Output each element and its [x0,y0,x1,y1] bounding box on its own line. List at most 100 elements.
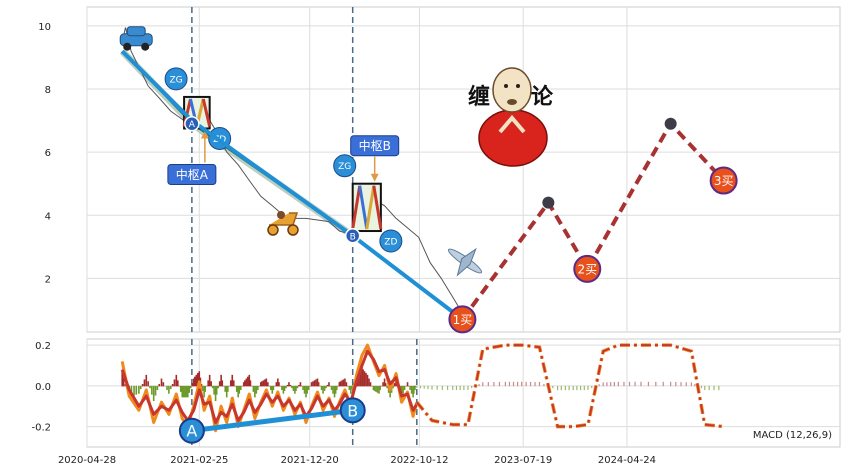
macd-histogram-bar [251,386,253,387]
macd-histogram-bar [186,386,188,398]
macd-histogram-bar [311,382,313,386]
macd-histogram-bar [321,386,323,390]
macd-histogram-bar [191,383,193,386]
macd-histogram-bar [172,384,174,386]
macd-histogram-bar [239,386,241,394]
macd-forecast-histogram-bar [580,386,581,390]
macd-forecast-histogram-bar [701,386,702,388]
x-tick-label: 2024-04-24 [598,455,656,466]
price-y-tick-label: 10 [38,22,51,33]
macd-histogram-bar [233,380,235,386]
macd-forecast-histogram-bar [442,386,443,390]
macd-histogram-bar [341,380,343,386]
macd-histogram-bar [297,386,299,388]
scooter-rider [277,211,285,219]
macd-histogram-bar [288,382,290,386]
macd-histogram-bar [347,386,349,387]
macd-forecast-histogram-bar [530,382,531,386]
macd-histogram-bar [402,386,404,394]
macd-histogram-bar [301,386,303,387]
macd-histogram-bar [287,385,289,386]
macd-histogram-bar [306,386,308,394]
macd-y-tick-label: -0.2 [31,423,51,434]
logo-nose [507,99,517,105]
macd-histogram-bar [246,379,248,387]
macd-y-tick-label: 0.0 [35,382,51,393]
macd-histogram-bar [244,380,246,386]
macd-histogram-bar [276,382,278,386]
macd-histogram-bar [145,375,147,387]
turning-point-label: A [189,120,196,130]
macd-histogram-bar [210,381,212,386]
macd-histogram-bar [153,386,155,401]
macd-histogram-bar [327,385,329,386]
macd-histogram-bar [157,386,159,390]
macd-histogram-bar [253,386,255,392]
macd-histogram-bar [370,382,372,386]
macd-histogram-bar [405,386,407,387]
zhongshu-label-text: 中枢A [176,167,209,182]
macd-forecast-histogram-bar [614,382,615,386]
macd-histogram-bar [374,386,376,391]
macd-forecast-histogram-bar [618,382,619,386]
x-tick-label: 2021-12-20 [281,455,339,466]
macd-histogram-bar [147,381,149,386]
macd-forecast-histogram-bar [437,386,438,390]
macd-forecast-histogram-bar [680,382,681,386]
macd-histogram-bar [278,382,280,386]
macd-histogram-bar [187,386,189,398]
macd-histogram-bar [217,386,219,388]
macd-histogram-bar [281,386,283,390]
macd-histogram-bar [216,386,218,395]
logo-char-left: 缠 [468,84,490,110]
macd-histogram-bar [270,386,272,390]
macd-forecast-histogram-bar [420,386,421,388]
scooter-wheel [288,225,298,235]
macd-histogram-bar [385,383,387,386]
zhongshu-label-text: 中枢B [359,138,391,153]
macd-forecast-histogram-bar [691,382,692,386]
macd-histogram-bar [183,386,185,398]
macd-histogram-bar [180,386,182,392]
macd-histogram-bar [257,386,259,390]
macd-histogram-bar [142,384,144,386]
macd-forecast-histogram-bar [427,386,428,389]
macd-histogram-bar [409,386,411,390]
car-wheel [141,43,149,51]
macd-histogram-bar [151,386,153,395]
macd-title: MACD (12,26,9) [753,430,832,441]
macd-histogram-bar [266,379,268,387]
macd-histogram-bar [234,386,236,387]
macd-forecast-histogram-bar [424,386,425,389]
macd-histogram-bar [163,382,165,386]
macd-histogram-bar [295,386,297,391]
macd-forecast-histogram-bar [709,386,710,390]
macd-histogram-bar [135,386,137,395]
macd-histogram-bar [254,386,256,398]
macd-histogram-bar [133,386,135,396]
macd-forecast-histogram-bar [587,386,588,390]
macd-histogram-bar [407,382,409,386]
macd-histogram-bar [319,386,321,387]
macd-histogram-bar [300,382,302,386]
macd-forecast-histogram-bar [526,382,527,386]
macd-histogram-bar [263,380,265,386]
macd-histogram-bar [177,380,179,386]
macd-histogram-bar [331,386,333,390]
macd-histogram-bar [290,385,292,386]
macd-histogram-bar [174,379,176,386]
macd-histogram-bar [155,386,157,396]
macd-histogram-bar [274,386,276,387]
macd-histogram-bar [194,377,196,387]
macd-histogram-bar [170,386,172,389]
macd-histogram-bar [336,386,338,390]
macd-forecast-histogram-bar [663,382,664,386]
macd-forecast-histogram-bar [561,386,562,390]
macd-histogram-bar [161,379,163,387]
car-wheel [123,43,131,51]
macd-forecast-histogram-bar [584,386,585,390]
macd-forecast-histogram-bar [471,386,472,388]
macd-histogram-bar [178,386,180,387]
macd-histogram-bar [332,386,334,394]
